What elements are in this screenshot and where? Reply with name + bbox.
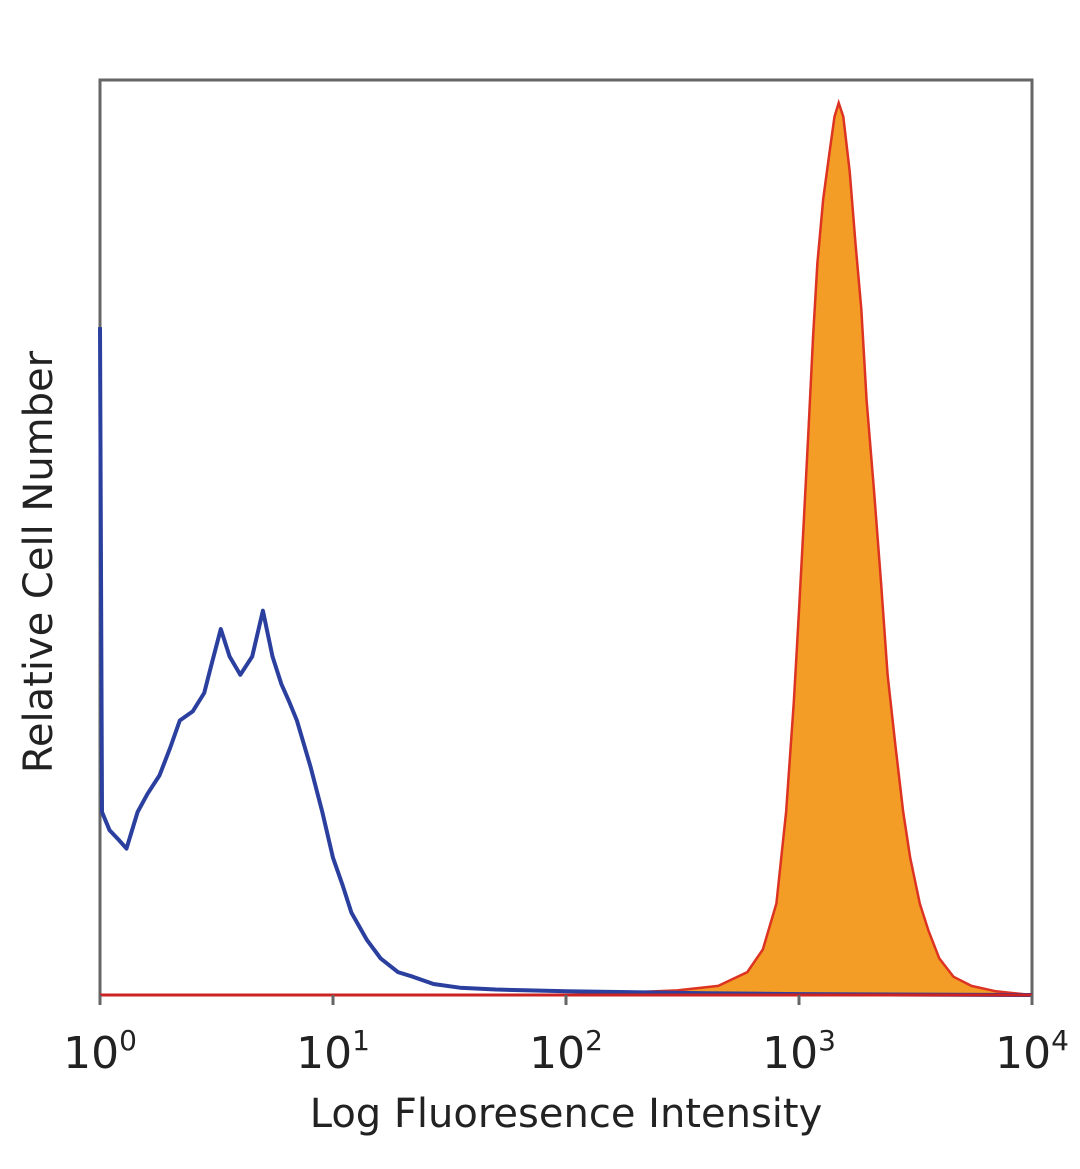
series-filled-histogram	[100, 98, 1033, 997]
x-tick-label: 101	[296, 1024, 370, 1079]
x-tick-label: 104	[995, 1024, 1069, 1079]
x-tick-label: 100	[63, 1024, 137, 1079]
x-tick-layer: 100 101 102 103 104	[63, 995, 1069, 1079]
x-tick-label: 102	[529, 1024, 603, 1079]
series-outline-histogram	[98, 327, 1033, 997]
y-axis-label: Relative Cell Number	[16, 350, 62, 773]
x-tick-label: 103	[762, 1024, 836, 1079]
x-axis-label: Log Fluoresence Intensity	[310, 1091, 823, 1137]
series-layer	[98, 98, 1033, 997]
